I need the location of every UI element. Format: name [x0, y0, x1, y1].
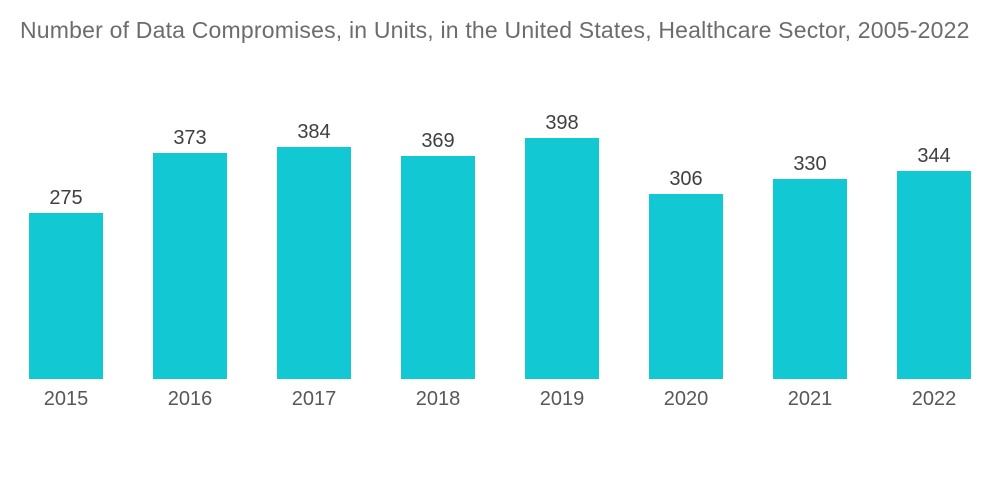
bar-2020: [649, 194, 723, 379]
x-axis-label-2017: 2017: [291, 388, 337, 410]
x-axis-label-2018: 2018: [415, 388, 461, 410]
x-axis-label-2020: 2020: [663, 388, 709, 410]
bar-group-2021: 330 2021: [748, 0, 872, 409]
plot-area: 275 2015 373 2016 384 2017 369 2018 398 2019 306 20…: [4, 0, 996, 409]
bar-stack: 373: [153, 0, 227, 379]
x-axis-label-2021: 2021: [787, 388, 833, 410]
bar-group-2022: 344 2022: [872, 0, 996, 409]
bar-value-label: 398: [545, 112, 579, 134]
bar-stack: 369: [401, 0, 475, 379]
bar-value-label: 369: [421, 130, 455, 152]
bar-stack: 330: [773, 0, 847, 379]
x-axis-label-2016: 2016: [167, 388, 213, 410]
x-axis-label-2019: 2019: [539, 388, 585, 410]
bar-group-2015: 275 2015: [4, 0, 128, 409]
bar-value-label: 275: [49, 187, 83, 209]
bar-stack: 384: [277, 0, 351, 379]
bar-value-label: 330: [793, 153, 827, 175]
bar-value-label: 306: [669, 168, 703, 190]
bar-2019: [525, 138, 599, 379]
bar-group-2020: 306 2020: [624, 0, 748, 409]
bar-2016: [153, 153, 227, 379]
bar-stack: 398: [525, 0, 599, 379]
bar-2015: [29, 213, 103, 379]
bar-2022: [897, 171, 971, 379]
bar-group-2016: 373 2016: [128, 0, 252, 409]
bar-value-label: 373: [173, 127, 207, 149]
bar-2017: [277, 147, 351, 379]
bar-value-label: 344: [917, 145, 951, 167]
bar-value-label: 384: [297, 121, 331, 143]
bar-stack: 344: [897, 0, 971, 379]
bar-group-2017: 384 2017: [252, 0, 376, 409]
bar-group-2019: 398 2019: [500, 0, 624, 409]
bar-stack: 306: [649, 0, 723, 379]
bar-2021: [773, 179, 847, 379]
x-axis-label-2015: 2015: [43, 388, 89, 410]
bar-group-2018: 369 2018: [376, 0, 500, 409]
chart-title: Number of Data Compromises, in Units, in…: [20, 17, 970, 43]
bar-2018: [401, 156, 475, 379]
bar-stack: 275: [29, 0, 103, 379]
x-axis-label-2022: 2022: [911, 388, 957, 410]
